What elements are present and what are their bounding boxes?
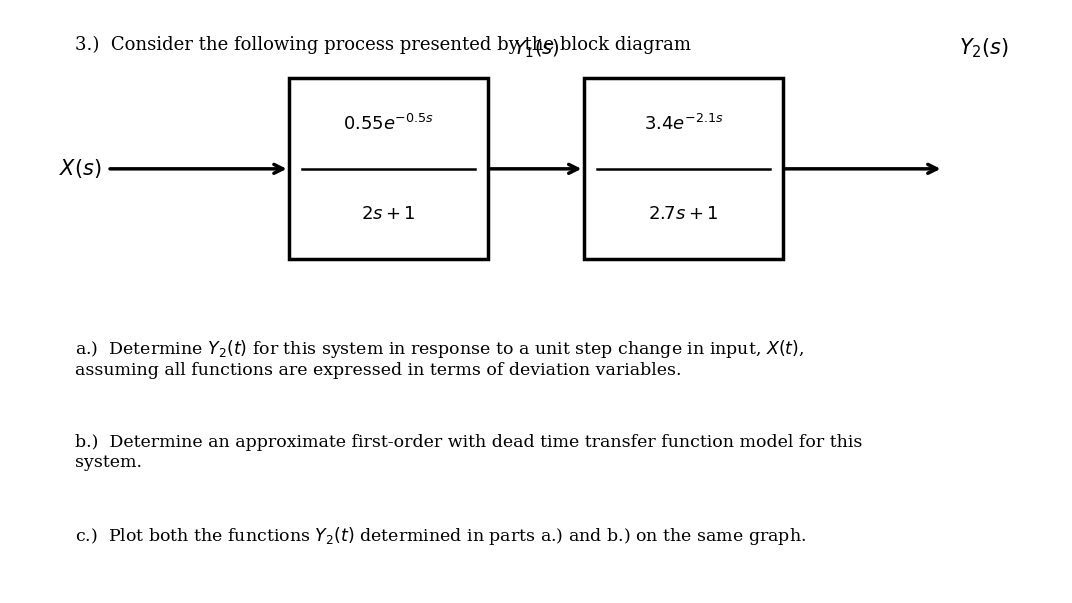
Text: $Y_2(s)$: $Y_2(s)$: [959, 37, 1010, 60]
FancyBboxPatch shape: [289, 78, 488, 259]
Text: a.)  Determine $Y_2(t)$ for this system in response to a unit step change in inp: a.) Determine $Y_2(t)$ for this system i…: [75, 338, 804, 379]
Text: $0.55e^{-0.5s}$: $0.55e^{-0.5s}$: [343, 113, 434, 134]
Text: c.)  Plot both the functions $Y_2(t)$ determined in parts a.) and b.) on the sam: c.) Plot both the functions $Y_2(t)$ det…: [75, 525, 806, 546]
Text: $X(s)$: $X(s)$: [59, 157, 102, 180]
Text: $Y_1(s)$: $Y_1(s)$: [512, 38, 560, 60]
FancyBboxPatch shape: [584, 78, 783, 259]
Text: $2.7s + 1$: $2.7s + 1$: [649, 205, 718, 223]
Text: $3.4e^{-2.1s}$: $3.4e^{-2.1s}$: [643, 113, 724, 134]
Text: 3.)  Consider the following process presented by the block diagram: 3.) Consider the following process prese…: [75, 36, 691, 54]
Text: b.)  Determine an approximate first-order with dead time transfer function model: b.) Determine an approximate first-order…: [75, 434, 862, 471]
Text: $2s + 1$: $2s + 1$: [361, 205, 416, 223]
